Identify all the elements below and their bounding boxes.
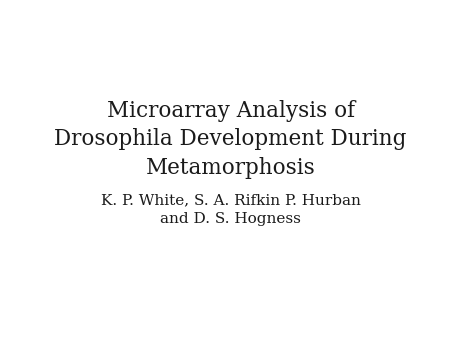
Text: K. P. White, S. A. Rifkin P. Hurban
and D. S. Hogness: K. P. White, S. A. Rifkin P. Hurban and … xyxy=(101,193,360,226)
Text: Microarray Analysis of
Drosophila Development During
Metamorphosis: Microarray Analysis of Drosophila Develo… xyxy=(54,100,407,179)
